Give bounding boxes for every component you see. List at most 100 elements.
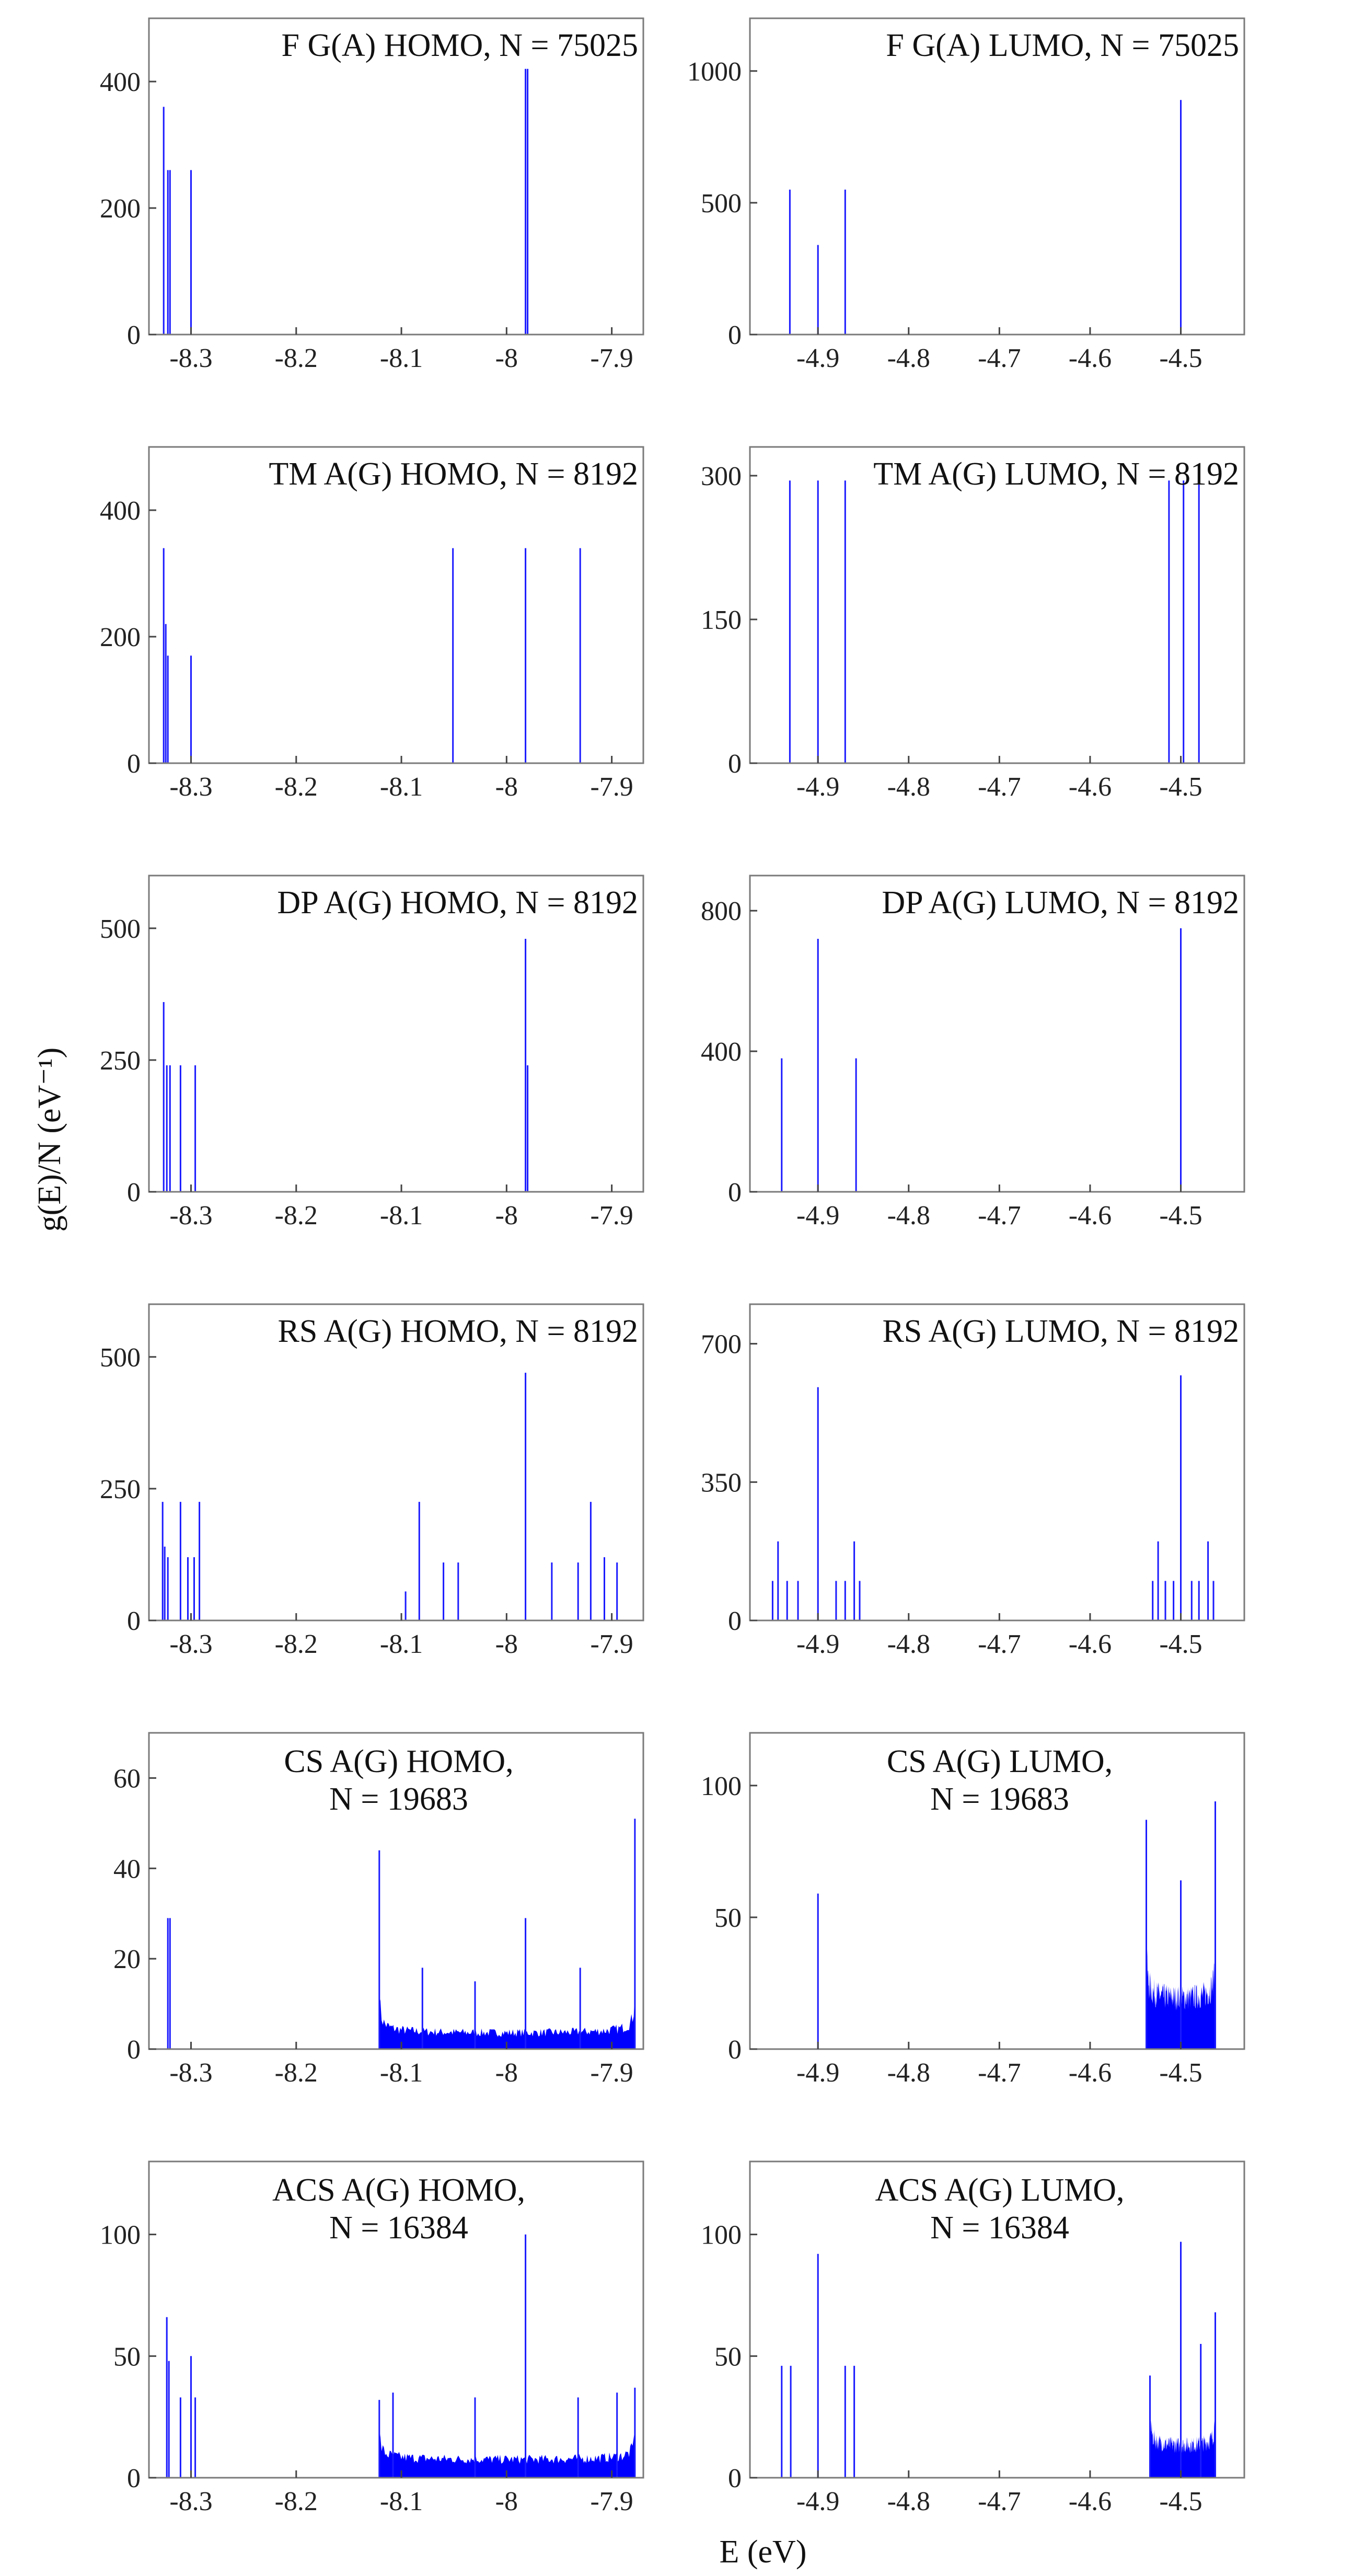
x-tick-label: -8.1 <box>380 343 423 373</box>
y-tick-label: 300 <box>701 462 742 491</box>
plot-frame <box>148 1303 644 1622</box>
y-tick-label: 0 <box>127 2464 141 2493</box>
chart-title-line-1: ACS A(G) HOMO, <box>272 2172 525 2208</box>
y-axis-label: g(E)/N (eV⁻¹) <box>32 1048 67 1232</box>
x-tick-label: -7.9 <box>590 2058 633 2088</box>
x-tick-label: -4.5 <box>1159 772 1202 802</box>
y-tick-label: 0 <box>728 320 742 350</box>
x-tick-label: -8.3 <box>169 772 212 802</box>
plot-frame <box>749 2160 1245 2479</box>
plot-frame <box>148 446 644 764</box>
y-tick-label: 50 <box>714 1903 742 1933</box>
y-tick-label: 700 <box>701 1330 742 1360</box>
plot-frame <box>148 875 644 1193</box>
x-tick-label: -4.6 <box>1069 1629 1112 1659</box>
chart-panel-11: -8.3 -8.2 -8.1 -8 -7.9 0 50 100 ACS A(G) HOMO,N … <box>100 2160 644 2516</box>
x-tick-label: -8.1 <box>380 2058 423 2088</box>
y-tick-label: 0 <box>728 2464 742 2493</box>
density-band <box>1146 1901 1216 2049</box>
x-tick-label: -8.2 <box>275 2487 318 2516</box>
x-tick-label: -4.5 <box>1159 2487 1202 2516</box>
y-tick-label: 0 <box>728 2035 742 2065</box>
x-tick-label: -4.6 <box>1069 2058 1112 2088</box>
plot-frame <box>749 1732 1245 2050</box>
x-tick-label: -4.8 <box>887 1629 930 1659</box>
x-tick-label: -4.8 <box>887 1201 930 1230</box>
y-tick-label: 0 <box>127 1606 141 1636</box>
y-tick-label: 0 <box>127 1178 141 1208</box>
y-tick-label: 0 <box>127 749 141 779</box>
y-tick-label: 350 <box>701 1468 742 1498</box>
y-tick-label: 50 <box>113 2342 141 2372</box>
x-tick-label: -8.1 <box>380 1629 423 1659</box>
y-tick-label: 0 <box>127 2035 141 2065</box>
x-tick-label: -4.7 <box>978 1201 1021 1230</box>
y-tick-label: 0 <box>728 749 742 779</box>
plot-frame <box>749 1303 1245 1622</box>
x-tick-label: -8 <box>495 2058 518 2088</box>
x-tick-label: -4.8 <box>887 343 930 373</box>
y-tick-label: 100 <box>100 2221 141 2250</box>
y-tick-label: 100 <box>701 2221 742 2250</box>
x-tick-label: -8.3 <box>169 1629 212 1659</box>
y-tick-label: 0 <box>127 320 141 350</box>
x-axis-label: E (eV) <box>720 2534 807 2570</box>
x-tick-label: -4.8 <box>887 772 930 802</box>
x-tick-label: -4.9 <box>796 1201 839 1230</box>
plot-frame <box>148 17 644 336</box>
x-tick-label: -7.9 <box>590 343 633 373</box>
x-tick-label: -8 <box>495 343 518 373</box>
x-tick-label: -4.8 <box>887 2487 930 2516</box>
plot-frame <box>749 875 1245 1193</box>
x-tick-label: -8.3 <box>169 2058 212 2088</box>
x-tick-label: -8.3 <box>169 1201 212 1230</box>
x-tick-label: -4.7 <box>978 343 1021 373</box>
plot-frame <box>148 2160 644 2479</box>
chart-title: DP A(G) HOMO, N = 8192 <box>277 885 638 921</box>
x-tick-label: -4.6 <box>1069 343 1112 373</box>
x-tick-label: -4.8 <box>887 2058 930 2088</box>
x-tick-label: -8 <box>495 772 518 802</box>
x-tick-label: -4.7 <box>978 2058 1021 2088</box>
y-tick-label: 250 <box>100 1046 141 1076</box>
y-tick-label: 200 <box>100 194 141 224</box>
x-tick-label: -4.5 <box>1159 1629 1202 1659</box>
y-tick-label: 150 <box>701 605 742 635</box>
x-tick-label: -8.1 <box>380 772 423 802</box>
chart-title-line-2: N = 16384 <box>930 2210 1069 2246</box>
y-tick-label: 20 <box>113 1945 141 1974</box>
chart-title: TM A(G) LUMO, N = 8192 <box>873 456 1239 492</box>
x-tick-label: -8 <box>495 2487 518 2516</box>
x-tick-label: -8.2 <box>275 1201 318 1230</box>
x-tick-label: -4.9 <box>796 2487 839 2516</box>
chart-panel-9: -8.3 -8.2 -8.1 -8 -7.9 0 20 40 60 CS A(G) HOMO,N … <box>113 1732 644 2088</box>
chart-panel-12: -4.9 -4.8 -4.7 -4.6 -4.5 0 50 100 ACS A(G) LUMO,… <box>701 2160 1245 2516</box>
x-tick-label: -8.2 <box>275 772 318 802</box>
chart-title-line-1: ACS A(G) LUMO, <box>875 2172 1124 2208</box>
chart-title-line-2: N = 16384 <box>329 2210 468 2246</box>
x-tick-label: -4.9 <box>796 2058 839 2088</box>
x-tick-label: -7.9 <box>590 772 633 802</box>
chart-panel-4: -4.9 -4.8 -4.7 -4.6 -4.5 0 150 300 TM A(G) LUMO,… <box>701 446 1245 802</box>
chart-title: RS A(G) HOMO, N = 8192 <box>278 1314 638 1349</box>
chart-panel-8: -4.9 -4.8 -4.7 -4.6 -4.5 0 350 700 RS A(G) LUMO,… <box>701 1303 1245 1659</box>
x-tick-label: -8.2 <box>275 343 318 373</box>
chart-title: TM A(G) HOMO, N = 8192 <box>269 456 638 492</box>
chart-title-line-2: N = 19683 <box>930 1781 1069 1817</box>
x-tick-label: -4.7 <box>978 772 1021 802</box>
x-tick-label: -8.3 <box>169 2487 212 2516</box>
x-tick-label: -7.9 <box>590 1629 633 1659</box>
chart-title: F G(A) HOMO, N = 75025 <box>281 28 638 63</box>
x-tick-label: -4.5 <box>1159 2058 1202 2088</box>
y-tick-label: 400 <box>100 496 141 526</box>
y-tick-label: 400 <box>100 67 141 97</box>
y-tick-label: 800 <box>701 896 742 926</box>
chart-panel-3: -8.3 -8.2 -8.1 -8 -7.9 0 200 400 TM A(G) HOMO, N… <box>100 446 644 802</box>
x-tick-label: -4.5 <box>1159 343 1202 373</box>
y-tick-label: 400 <box>701 1037 742 1067</box>
y-tick-label: 50 <box>714 2342 742 2372</box>
y-tick-label: 40 <box>113 1854 141 1884</box>
chart-panel-1: -8.3 -8.2 -8.1 -8 -7.9 0 200 400 F G(A) HOMO, N … <box>100 17 644 373</box>
x-tick-label: -4.7 <box>978 1629 1021 1659</box>
x-tick-label: -4.7 <box>978 2487 1021 2516</box>
